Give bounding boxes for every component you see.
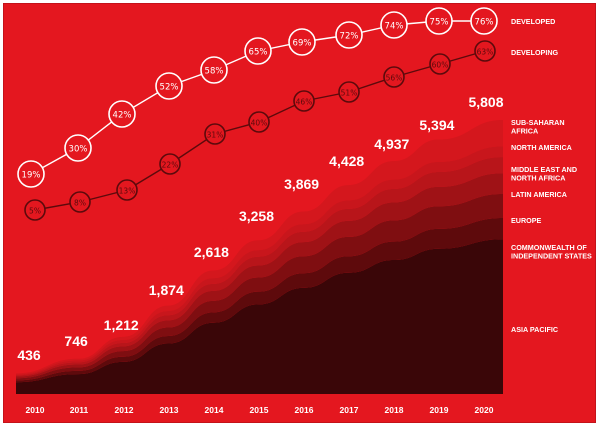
penetration-marker — [116, 179, 138, 201]
total-label: 436 — [17, 347, 41, 363]
penetration-value-label: 69% — [293, 38, 312, 48]
penetration-marker — [288, 28, 316, 56]
penetration-marker — [204, 123, 226, 145]
area-middle-east-and-north-africa — [16, 157, 503, 377]
x-tick-label: 2017 — [340, 405, 359, 415]
x-tick-label: 2018 — [385, 405, 404, 415]
area-europe — [16, 193, 503, 381]
penetration-marker — [108, 100, 136, 128]
penetration-marker — [24, 199, 46, 221]
penetration-value-label: 42% — [113, 110, 132, 120]
area-north-america — [16, 146, 503, 376]
total-label: 4,428 — [329, 153, 364, 169]
x-tick-label: 2014 — [205, 405, 224, 415]
total-label: 5,394 — [419, 117, 454, 133]
penetration-marker — [244, 37, 272, 65]
penetration-marker — [155, 72, 183, 100]
penetration-marker — [425, 7, 453, 35]
series-label-developing: DEVELOPING — [511, 48, 559, 57]
series-label-developed: DEVELOPED — [511, 17, 555, 26]
penetration-value-label: 13% — [119, 186, 136, 195]
x-tick-label: 2011 — [70, 405, 89, 415]
total-label: 4,937 — [374, 136, 409, 152]
penetration-value-label: 74% — [385, 21, 404, 31]
area-asia-pacific — [16, 239, 503, 394]
penetration-value-label: 22% — [162, 160, 179, 169]
penetration-marker — [429, 53, 451, 75]
total-label: 3,258 — [239, 208, 274, 224]
x-tick-label: 2019 — [430, 405, 449, 415]
penetration-value-label: 40% — [251, 118, 268, 127]
region-label: COMMONWEALTH OF INDEPENDENT STATES — [511, 243, 592, 261]
region-label: SUB-SAHARAN AFRICA — [511, 118, 565, 136]
total-label: 5,808 — [468, 94, 503, 110]
penetration-marker — [17, 160, 45, 188]
penetration-value-label: 30% — [69, 144, 88, 154]
penetration-value-label: 8% — [74, 198, 86, 207]
penetration-value-label: 58% — [205, 66, 224, 76]
total-label: 746 — [64, 333, 88, 349]
total-label: 1,212 — [104, 317, 139, 333]
penetration-marker — [200, 56, 228, 84]
x-tick-label: 2013 — [160, 405, 179, 415]
penetration-marker — [69, 191, 91, 213]
total-label: 3,869 — [284, 176, 319, 192]
penetration-marker — [335, 21, 363, 49]
penetration-value-label: 46% — [296, 97, 313, 106]
penetration-value-label: 76% — [475, 17, 494, 27]
penetration-marker — [64, 134, 92, 162]
chart-frame: ASIA PACIFIC COMMONWEALTH OF INDEPENDENT S… — [3, 3, 596, 423]
penetration-marker — [248, 111, 270, 133]
x-tick-label: 2020 — [475, 405, 494, 415]
penetration-value-label: 5% — [29, 206, 41, 215]
region-label: EUROPE — [511, 216, 542, 225]
penetration-value-label: 51% — [341, 88, 358, 97]
x-tick-label: 2015 — [250, 405, 269, 415]
penetration-value-label: 63% — [477, 47, 494, 56]
penetration-value-label: 19% — [22, 170, 41, 180]
x-tick-label: 2012 — [115, 405, 134, 415]
penetration-value-label: 31% — [207, 130, 224, 139]
penetration-marker — [470, 7, 498, 35]
region-label: ASIA PACIFIC — [511, 325, 558, 334]
total-label: 1,874 — [149, 282, 184, 298]
penetration-value-label: 65% — [249, 47, 268, 57]
penetration-marker — [159, 153, 181, 175]
penetration-value-label: 75% — [430, 17, 449, 27]
penetration-value-label: 72% — [340, 31, 359, 41]
area-sub-saharan-africa — [16, 120, 503, 375]
area-commonwealth-of-independent-states — [16, 218, 503, 383]
x-tick-label: 2010 — [26, 405, 45, 415]
penetration-marker — [338, 81, 360, 103]
penetration-value-label: 60% — [432, 60, 449, 69]
penetration-value-label: 56% — [386, 73, 403, 82]
area-latin-america — [16, 173, 503, 379]
region-label: LATIN AMERICA — [511, 190, 567, 199]
penetration-marker — [383, 66, 405, 88]
penetration-value-label: 52% — [160, 82, 179, 92]
region-label: MIDDLE EAST AND NORTH AFRICA — [511, 165, 577, 183]
total-label: 2,618 — [194, 244, 229, 260]
chart-svg: ASIA PACIFIC COMMONWEALTH OF INDEPENDENT S… — [16, 7, 592, 415]
region-label: NORTH AMERICA — [511, 143, 572, 152]
penetration-marker — [293, 90, 315, 112]
penetration-marker — [380, 11, 408, 39]
x-tick-label: 2016 — [295, 405, 314, 415]
penetration-marker — [474, 40, 496, 62]
